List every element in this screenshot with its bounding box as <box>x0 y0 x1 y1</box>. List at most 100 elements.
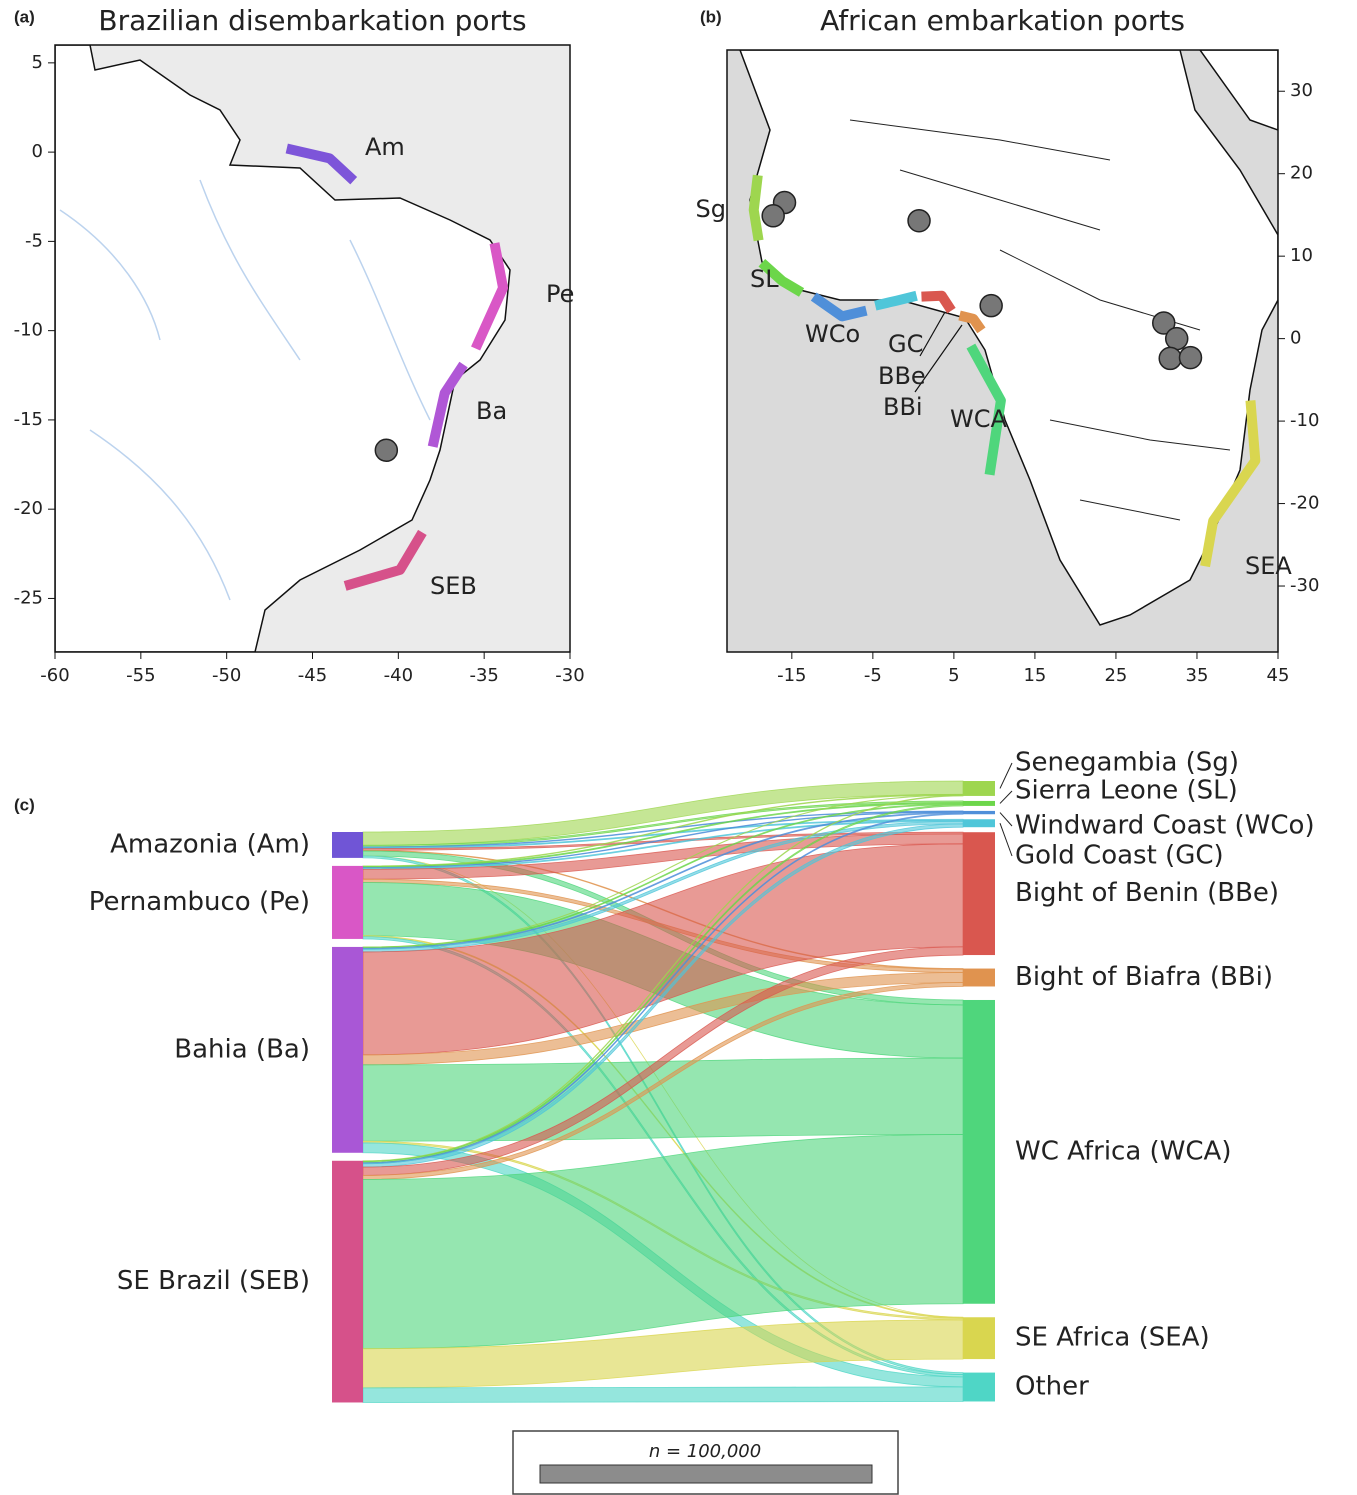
region-label: BBe <box>878 362 926 390</box>
source-label: SE Brazil (SEB) <box>117 1266 310 1296</box>
target-node <box>963 1372 995 1402</box>
region-arc <box>810 292 868 322</box>
region-arc <box>874 290 918 311</box>
x-tick-label: 15 <box>1023 665 1046 686</box>
source-node <box>332 832 363 858</box>
region-arc <box>748 174 764 242</box>
port-point <box>1178 345 1203 370</box>
region-label: WCA <box>950 405 1007 433</box>
x-tick-label: 45 <box>1267 665 1290 686</box>
map-a-base <box>54 44 571 653</box>
leader-line <box>999 823 1013 857</box>
map-title: African embarkation ports <box>820 4 1185 37</box>
x-tick-label: -60 <box>40 665 69 686</box>
y-tick-label: -10 <box>14 320 43 341</box>
target-label: Other <box>1015 1372 1089 1402</box>
region-arc <box>285 143 358 185</box>
source-label: Amazonia (Am) <box>110 829 310 859</box>
leader-line <box>999 762 1013 789</box>
y-tick-label: -5 <box>25 230 43 251</box>
target-label: Bight of Benin (BBe) <box>1015 878 1279 908</box>
source-label: Bahia (Ba) <box>174 1034 310 1064</box>
panel-label: (a) <box>14 7 35 26</box>
source-node <box>332 865 363 939</box>
y-tick-label: -30 <box>1290 575 1319 596</box>
target-label: Bight of Biafra (BBi) <box>1015 962 1273 992</box>
flow <box>362 1134 964 1350</box>
x-tick-label: -40 <box>384 665 413 686</box>
region-label: WCo <box>805 320 860 348</box>
region-label: Pe <box>546 280 574 308</box>
target-label: Sierra Leone (SL) <box>1015 776 1238 806</box>
region-arc <box>758 259 805 297</box>
target-node <box>963 999 995 1304</box>
x-tick-label: 25 <box>1104 665 1127 686</box>
target-node <box>963 810 995 815</box>
region-arc <box>958 310 986 334</box>
region-label: GC <box>888 330 923 358</box>
target-node <box>963 1317 995 1360</box>
y-tick-label: -20 <box>14 498 43 519</box>
map-title: Brazilian disembarkation ports <box>98 4 526 37</box>
target-label: WC Africa (WCA) <box>1015 1136 1231 1166</box>
y-tick-label: -10 <box>1290 410 1319 431</box>
scale-label: n = 100,000 <box>649 1441 761 1462</box>
target-label: SE Africa (SEA) <box>1015 1323 1210 1353</box>
region-arc <box>1200 400 1261 568</box>
region-label: BBi <box>883 393 923 421</box>
y-tick-label: 5 <box>32 52 43 73</box>
region-arc <box>471 242 509 351</box>
flow <box>362 982 964 1180</box>
x-tick-label: -50 <box>212 665 241 686</box>
x-tick-label: -55 <box>126 665 155 686</box>
region-label: Ba <box>476 397 507 425</box>
y-tick-label: 0 <box>1290 328 1301 349</box>
source-node <box>332 1160 363 1403</box>
region-label: Am <box>365 133 405 161</box>
target-node <box>963 968 995 987</box>
y-tick-label: 10 <box>1290 245 1313 266</box>
target-node <box>963 800 995 806</box>
region-label: SEA <box>1245 552 1292 580</box>
target-label: Windward Coast (WCo) <box>1015 811 1315 841</box>
source-node <box>332 946 363 1153</box>
target-node <box>963 832 995 956</box>
region-arc <box>343 529 427 591</box>
target-label: Gold Coast (GC) <box>1015 841 1224 871</box>
port-point <box>907 208 931 233</box>
target-node <box>963 781 995 796</box>
port-point <box>1151 311 1176 335</box>
region-arc <box>966 343 1006 476</box>
region-arc <box>921 290 956 314</box>
region-label: Sg <box>696 195 726 223</box>
leader-line <box>999 812 1013 827</box>
scale-bar <box>539 1464 873 1484</box>
flow <box>362 1319 964 1389</box>
x-tick-label: -15 <box>777 665 806 686</box>
y-tick-label: 20 <box>1290 163 1313 184</box>
port-point <box>761 204 785 228</box>
x-tick-label: -5 <box>864 665 882 686</box>
x-tick-label: -45 <box>298 665 327 686</box>
y-tick-label: -15 <box>14 409 43 430</box>
y-tick-label: 30 <box>1290 80 1313 101</box>
y-tick-label: -25 <box>14 587 43 608</box>
region-label: SEB <box>430 572 477 600</box>
flow <box>362 1386 964 1403</box>
y-tick-label: 0 <box>32 141 43 162</box>
x-tick-label: 5 <box>948 665 959 686</box>
x-tick-label: -30 <box>555 665 584 686</box>
port-point <box>374 438 399 463</box>
port-point <box>1164 326 1189 351</box>
x-tick-label: -35 <box>469 665 498 686</box>
x-tick-label: 35 <box>1186 665 1209 686</box>
port-point <box>1158 346 1182 371</box>
flow <box>362 1057 964 1142</box>
leader-line <box>999 790 1013 804</box>
panel-label: (c) <box>14 795 35 814</box>
y-tick-label: -20 <box>1290 493 1319 514</box>
region-label: SL <box>750 265 779 293</box>
port-point <box>979 293 1003 318</box>
target-label: Senegambia (Sg) <box>1015 748 1239 778</box>
